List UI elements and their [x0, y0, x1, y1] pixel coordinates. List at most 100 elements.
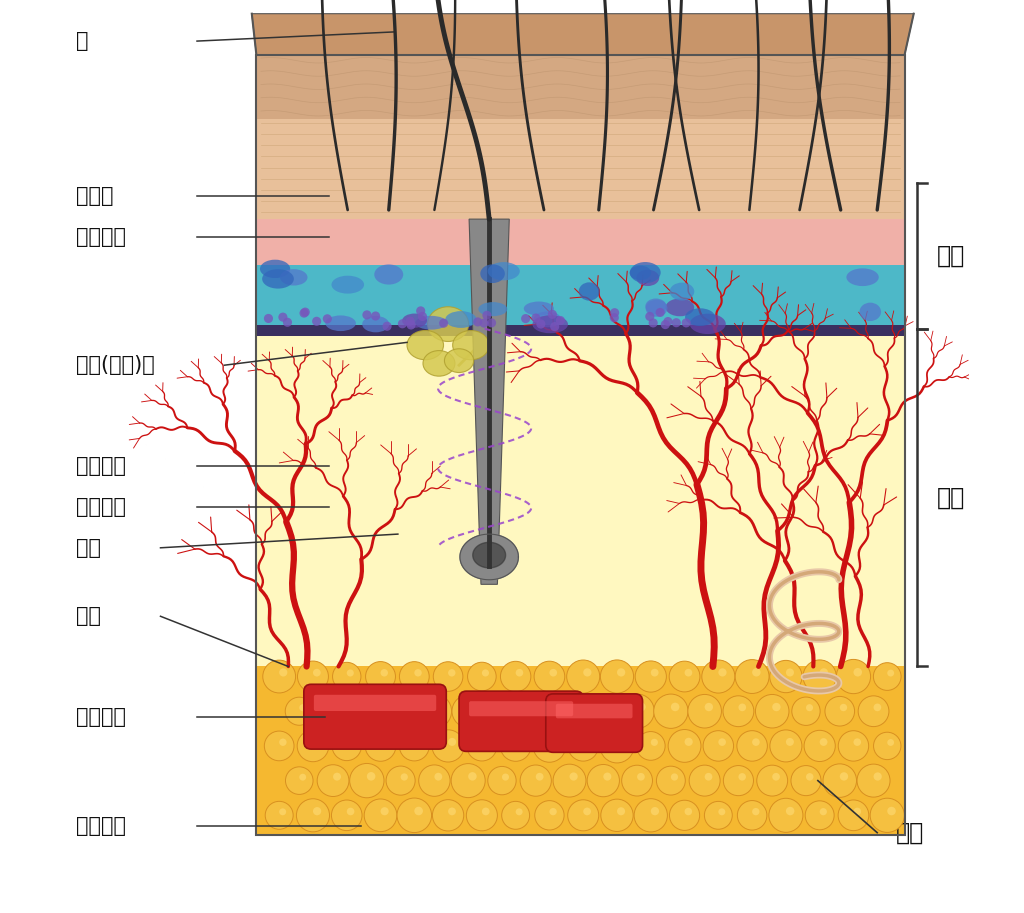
Circle shape — [468, 772, 477, 781]
Circle shape — [416, 307, 425, 316]
Circle shape — [548, 310, 557, 319]
FancyBboxPatch shape — [459, 691, 584, 751]
Circle shape — [823, 764, 856, 797]
Circle shape — [301, 308, 310, 317]
Circle shape — [792, 697, 820, 726]
Circle shape — [853, 808, 861, 815]
Circle shape — [434, 703, 443, 711]
Ellipse shape — [402, 313, 427, 328]
Circle shape — [415, 739, 422, 746]
Text: 외피: 외피 — [937, 244, 965, 268]
Text: 모세혈관: 모세혈관 — [76, 816, 126, 836]
Circle shape — [502, 773, 509, 781]
Circle shape — [398, 320, 407, 329]
Circle shape — [806, 773, 813, 781]
Text: 모낭: 모낭 — [76, 538, 100, 558]
Circle shape — [819, 668, 828, 677]
Circle shape — [468, 662, 497, 691]
Circle shape — [617, 807, 625, 815]
Circle shape — [347, 808, 354, 815]
Circle shape — [785, 738, 794, 746]
Circle shape — [332, 800, 362, 831]
Circle shape — [535, 661, 565, 692]
Circle shape — [705, 773, 713, 781]
Circle shape — [752, 739, 760, 746]
Circle shape — [536, 772, 544, 781]
Circle shape — [531, 313, 541, 322]
Ellipse shape — [444, 349, 474, 373]
Bar — [256, 55, 904, 835]
Circle shape — [381, 669, 388, 677]
Circle shape — [566, 660, 600, 693]
Circle shape — [449, 738, 456, 746]
Circle shape — [770, 729, 802, 762]
Circle shape — [617, 738, 626, 746]
Circle shape — [333, 772, 341, 781]
Circle shape — [332, 731, 361, 761]
Circle shape — [785, 807, 795, 815]
Circle shape — [501, 730, 531, 761]
Ellipse shape — [636, 269, 659, 286]
Circle shape — [705, 802, 732, 829]
Circle shape — [819, 738, 827, 746]
Polygon shape — [252, 14, 913, 55]
Circle shape — [569, 703, 578, 711]
Ellipse shape — [859, 302, 881, 321]
Circle shape — [568, 730, 598, 761]
Circle shape — [280, 808, 286, 815]
Circle shape — [705, 703, 713, 711]
Circle shape — [620, 694, 654, 729]
Circle shape — [887, 739, 894, 746]
Circle shape — [521, 697, 551, 726]
Circle shape — [534, 729, 565, 762]
Text: 진피: 진피 — [937, 486, 965, 509]
Circle shape — [617, 668, 626, 677]
Circle shape — [384, 695, 417, 728]
FancyBboxPatch shape — [469, 701, 573, 716]
Circle shape — [468, 703, 476, 711]
Circle shape — [264, 731, 294, 761]
Circle shape — [653, 694, 688, 729]
Circle shape — [556, 316, 565, 325]
Circle shape — [840, 704, 847, 711]
Circle shape — [386, 766, 415, 795]
Circle shape — [347, 669, 354, 677]
Circle shape — [651, 668, 658, 677]
Circle shape — [584, 808, 591, 815]
Circle shape — [432, 800, 464, 831]
Circle shape — [535, 801, 564, 830]
Circle shape — [550, 808, 557, 815]
Circle shape — [501, 661, 530, 692]
Ellipse shape — [487, 262, 520, 280]
Ellipse shape — [374, 265, 403, 285]
Ellipse shape — [685, 309, 715, 326]
Circle shape — [488, 698, 516, 725]
Circle shape — [656, 766, 685, 795]
Circle shape — [365, 799, 397, 832]
Circle shape — [637, 703, 646, 711]
Circle shape — [682, 319, 691, 328]
Circle shape — [839, 730, 868, 761]
Circle shape — [554, 696, 586, 727]
Polygon shape — [256, 119, 904, 219]
Circle shape — [853, 668, 862, 677]
Circle shape — [286, 698, 313, 725]
Text: 혈관: 혈관 — [76, 606, 100, 626]
Circle shape — [550, 322, 559, 331]
Text: 결합조직: 결합조직 — [76, 456, 126, 476]
Circle shape — [805, 801, 835, 830]
Ellipse shape — [690, 314, 726, 334]
Circle shape — [466, 800, 498, 831]
Ellipse shape — [407, 331, 443, 360]
Circle shape — [362, 310, 372, 320]
Circle shape — [668, 729, 701, 762]
Circle shape — [887, 669, 894, 677]
Polygon shape — [469, 219, 509, 584]
Circle shape — [752, 668, 761, 677]
Circle shape — [418, 312, 427, 321]
Text: 각막층: 각막층 — [76, 186, 113, 206]
Circle shape — [516, 808, 522, 815]
Circle shape — [648, 319, 657, 328]
Circle shape — [407, 320, 416, 330]
Circle shape — [873, 772, 882, 781]
